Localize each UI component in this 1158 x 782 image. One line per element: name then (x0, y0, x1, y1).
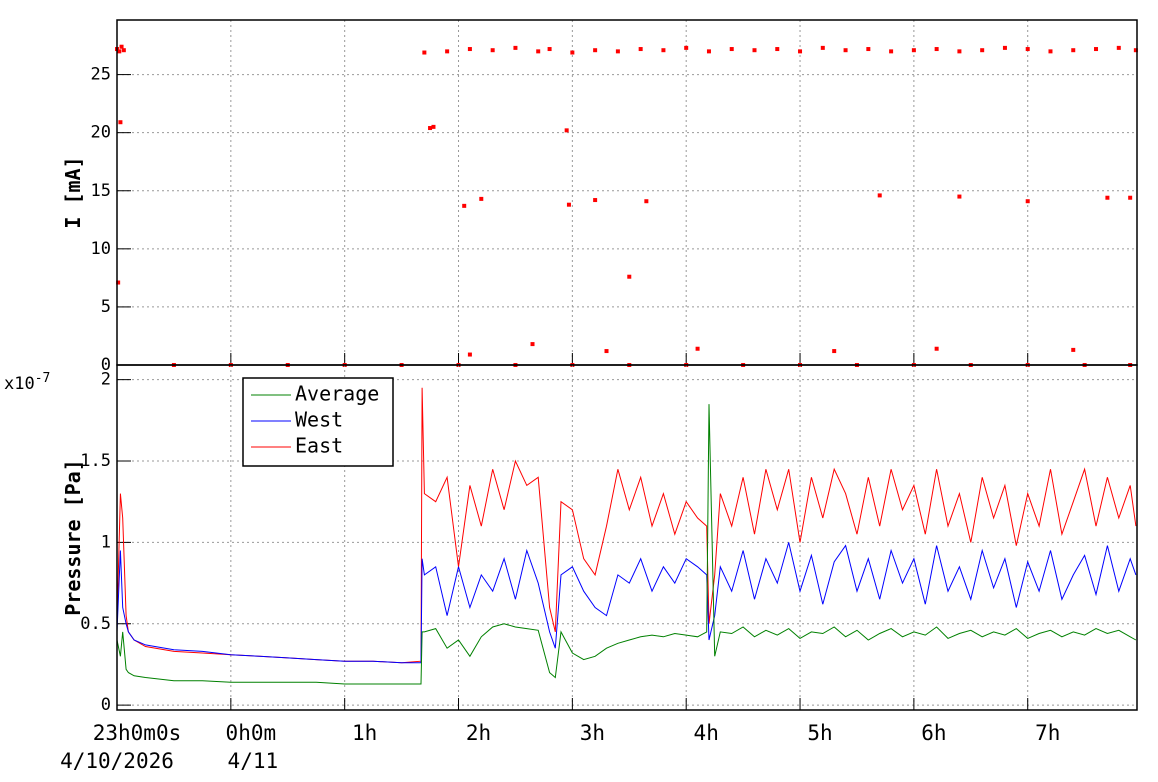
x-tick-label: 3h (580, 721, 605, 745)
date-label: 4/10/2026 (60, 749, 174, 773)
y-tick-label: 15 (91, 181, 111, 201)
point (570, 50, 575, 55)
y-tick-label: 1.5 (80, 451, 111, 471)
series-line (116, 404, 1137, 685)
point (1071, 347, 1076, 352)
point (820, 45, 825, 50)
point (428, 126, 433, 131)
point (445, 49, 450, 54)
point (536, 49, 541, 54)
point (684, 45, 689, 50)
point (957, 49, 962, 54)
point (593, 198, 598, 203)
plot-frame (116, 19, 1138, 366)
x-tick-label: 7h (1035, 721, 1060, 745)
point (119, 44, 124, 49)
point (513, 45, 518, 50)
x-tick-label: 2h (466, 721, 491, 745)
point (1133, 48, 1138, 53)
y-tick-label: 20 (91, 123, 111, 143)
point (530, 342, 535, 347)
point (644, 199, 649, 204)
y-tick-label: 0 (101, 355, 111, 375)
point (832, 349, 837, 354)
point (604, 349, 609, 354)
point (467, 352, 472, 357)
point (627, 274, 632, 279)
point (564, 128, 569, 133)
point (1025, 47, 1030, 52)
point (661, 48, 666, 53)
point (1025, 199, 1030, 204)
point (116, 280, 121, 285)
x-tick-label: 23h0m0s (93, 721, 182, 745)
point (1048, 49, 1053, 54)
y-tick-label: 1 (101, 532, 111, 552)
point (431, 124, 436, 129)
point (980, 48, 985, 53)
legend-box (242, 377, 394, 467)
point (490, 48, 495, 53)
x-tick-label: 4h (694, 721, 719, 745)
point (1116, 45, 1121, 50)
point (877, 193, 882, 198)
point (118, 120, 123, 125)
y-axis-label: Pressure [Pa] (61, 459, 85, 616)
y-tick-label: 10 (91, 239, 111, 259)
point (121, 48, 126, 53)
point (775, 47, 780, 52)
point (843, 48, 848, 53)
point (798, 49, 803, 54)
point (934, 346, 939, 351)
point (479, 196, 484, 201)
multiplier-base: x10 (4, 374, 35, 394)
y-tick-label: 5 (101, 297, 111, 317)
point (1105, 195, 1110, 200)
point (593, 48, 598, 53)
y-tick-label: 2 (101, 370, 111, 390)
point (911, 48, 916, 53)
point (1094, 47, 1099, 52)
point (934, 47, 939, 52)
x-tick-label: 0h0m (226, 721, 277, 745)
point (547, 47, 552, 52)
y-multiplier: x10-7 (4, 371, 50, 394)
point (566, 202, 571, 207)
x-tick-label: 1h (352, 721, 377, 745)
point (889, 49, 894, 54)
point (467, 47, 472, 52)
point (1128, 195, 1133, 200)
point (706, 49, 711, 54)
x-tick-label: 5h (807, 721, 832, 745)
plot-frame (116, 364, 1138, 711)
point (638, 47, 643, 52)
y-tick-label: 0.5 (80, 614, 111, 634)
x-tick-label: 6h (921, 721, 946, 745)
point (1002, 45, 1007, 50)
series-line (116, 542, 1137, 664)
point (729, 47, 734, 52)
y-tick-label: 0 (101, 695, 111, 715)
y-axis-label: I [mA] (61, 156, 85, 228)
point (752, 48, 757, 53)
legend-label: Average (295, 382, 379, 406)
point (422, 50, 427, 55)
point (462, 203, 467, 208)
point (866, 47, 871, 52)
point (695, 346, 700, 351)
date-label: 4/11 (228, 749, 279, 773)
point (615, 49, 620, 54)
y-tick-label: 25 (91, 65, 111, 85)
point (117, 49, 122, 54)
legend-label: East (295, 434, 343, 458)
legend-label: West (295, 408, 343, 432)
point (1071, 48, 1076, 53)
point (957, 194, 962, 199)
multiplier-exponent: -7 (35, 371, 51, 386)
